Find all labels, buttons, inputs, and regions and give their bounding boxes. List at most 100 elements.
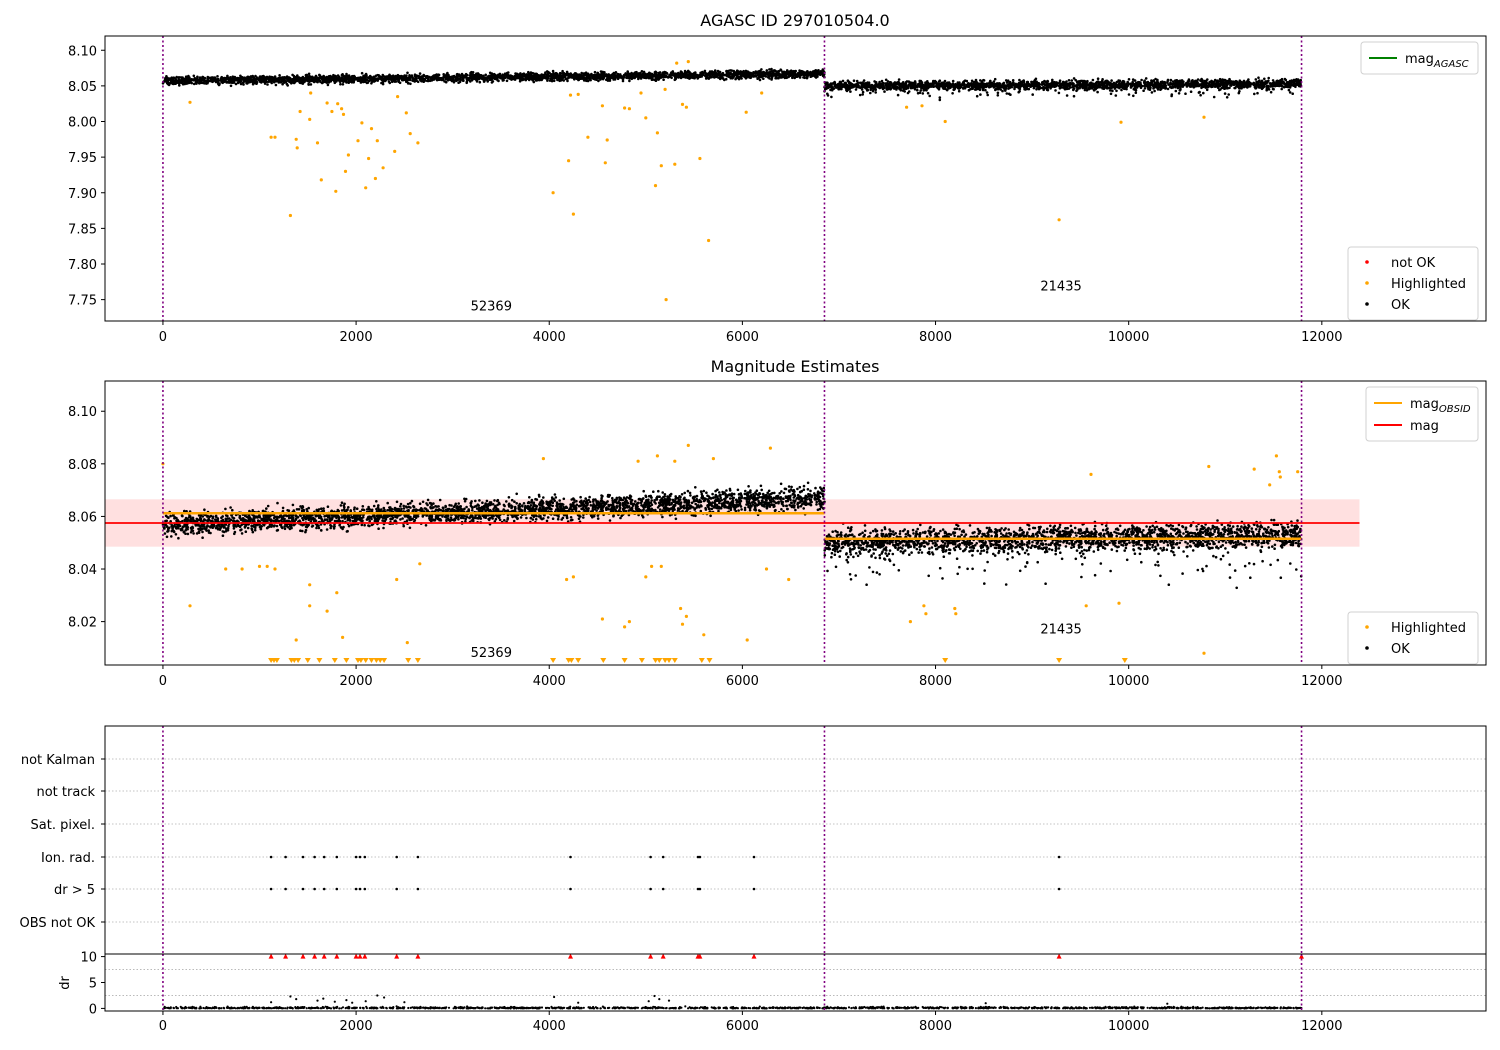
ok-point bbox=[826, 84, 830, 88]
ok-point bbox=[275, 78, 279, 81]
ok-point bbox=[255, 76, 258, 79]
ok-point bbox=[806, 74, 809, 77]
ok-point bbox=[919, 89, 922, 92]
ok-point bbox=[466, 77, 469, 80]
ok-point bbox=[779, 69, 783, 72]
ok-point bbox=[985, 91, 989, 94]
ok-point bbox=[773, 69, 776, 72]
ok-point bbox=[1189, 90, 1193, 93]
ok-point bbox=[1081, 79, 1085, 83]
ok-point bbox=[332, 73, 335, 77]
ok-point bbox=[344, 78, 348, 81]
ok-point bbox=[460, 72, 464, 76]
ok-point bbox=[962, 86, 966, 90]
ok-point bbox=[1280, 87, 1283, 91]
ok-point bbox=[1072, 77, 1076, 80]
ok-point bbox=[427, 75, 431, 79]
ok-point bbox=[1005, 92, 1009, 95]
ok-point bbox=[341, 83, 345, 86]
ok-point bbox=[273, 78, 277, 81]
ok-point bbox=[479, 75, 483, 79]
ok-point bbox=[336, 74, 340, 77]
ok-point bbox=[572, 73, 576, 76]
ok-point bbox=[563, 75, 567, 79]
ok-point bbox=[1143, 87, 1147, 90]
ok-point bbox=[713, 70, 716, 74]
ok-point bbox=[242, 79, 246, 82]
ok-point bbox=[718, 70, 721, 74]
ok-point bbox=[491, 75, 495, 79]
ok-point bbox=[514, 72, 517, 75]
ok-point bbox=[566, 79, 569, 83]
ok-point bbox=[730, 69, 733, 72]
ok-point bbox=[264, 78, 268, 82]
ok-point bbox=[569, 72, 572, 75]
ok-point bbox=[1291, 92, 1294, 95]
ok-point bbox=[916, 88, 919, 92]
ok-point bbox=[986, 93, 989, 97]
ok-point bbox=[1253, 92, 1256, 96]
ok-point bbox=[326, 83, 330, 87]
ok-point bbox=[918, 84, 922, 87]
ok-point bbox=[688, 70, 691, 74]
ok-point bbox=[285, 82, 289, 86]
ok-point bbox=[922, 89, 925, 92]
ok-point bbox=[531, 79, 535, 82]
ok-point bbox=[630, 74, 633, 78]
ok-point bbox=[465, 80, 469, 83]
ok-point bbox=[628, 79, 631, 83]
ok-point bbox=[952, 88, 955, 92]
ok-point bbox=[945, 88, 949, 92]
ok-point bbox=[226, 76, 229, 79]
ok-point bbox=[751, 75, 755, 78]
ok-point bbox=[1018, 78, 1021, 82]
ok-point bbox=[365, 81, 369, 85]
ok-point bbox=[579, 73, 583, 77]
ok-point bbox=[1093, 88, 1096, 92]
ok-point bbox=[570, 75, 574, 78]
ok-point bbox=[625, 76, 628, 80]
ok-point bbox=[474, 75, 478, 79]
ok-point bbox=[507, 76, 510, 80]
ok-point bbox=[975, 80, 978, 84]
ok-point bbox=[963, 79, 967, 82]
ok-point bbox=[295, 79, 299, 83]
ok-point bbox=[613, 78, 617, 81]
ok-point bbox=[456, 75, 460, 79]
ok-point bbox=[1034, 77, 1038, 81]
ok-point bbox=[831, 87, 835, 91]
ok-point bbox=[340, 73, 344, 77]
ok-point bbox=[423, 78, 427, 81]
ok-point bbox=[1187, 78, 1191, 81]
ok-point bbox=[519, 75, 522, 78]
ok-point bbox=[533, 73, 537, 76]
ok-point bbox=[699, 71, 702, 75]
ok-point bbox=[540, 78, 543, 82]
ok-point bbox=[666, 75, 669, 79]
ok-point bbox=[654, 70, 657, 74]
ok-point bbox=[869, 91, 872, 95]
ok-point bbox=[791, 71, 795, 75]
ok-point bbox=[416, 80, 420, 84]
ok-point bbox=[677, 72, 681, 76]
ok-point bbox=[539, 74, 542, 78]
ok-point bbox=[196, 75, 199, 79]
ok-point bbox=[380, 81, 383, 85]
ok-point bbox=[949, 85, 953, 89]
ok-point bbox=[581, 77, 584, 80]
ok-point bbox=[626, 70, 629, 73]
ok-point bbox=[775, 76, 778, 80]
ok-point bbox=[1257, 76, 1260, 79]
ok-point bbox=[1256, 91, 1259, 95]
ok-point bbox=[1211, 83, 1214, 86]
ok-point bbox=[1284, 85, 1288, 88]
ok-point bbox=[1054, 89, 1057, 92]
ok-point bbox=[904, 81, 908, 84]
ok-point bbox=[690, 73, 694, 76]
ok-point bbox=[1212, 95, 1216, 99]
ok-point bbox=[812, 70, 816, 73]
ok-point bbox=[1208, 80, 1211, 84]
ok-point bbox=[608, 79, 612, 82]
ok-point bbox=[896, 93, 900, 97]
ok-point bbox=[725, 74, 728, 77]
